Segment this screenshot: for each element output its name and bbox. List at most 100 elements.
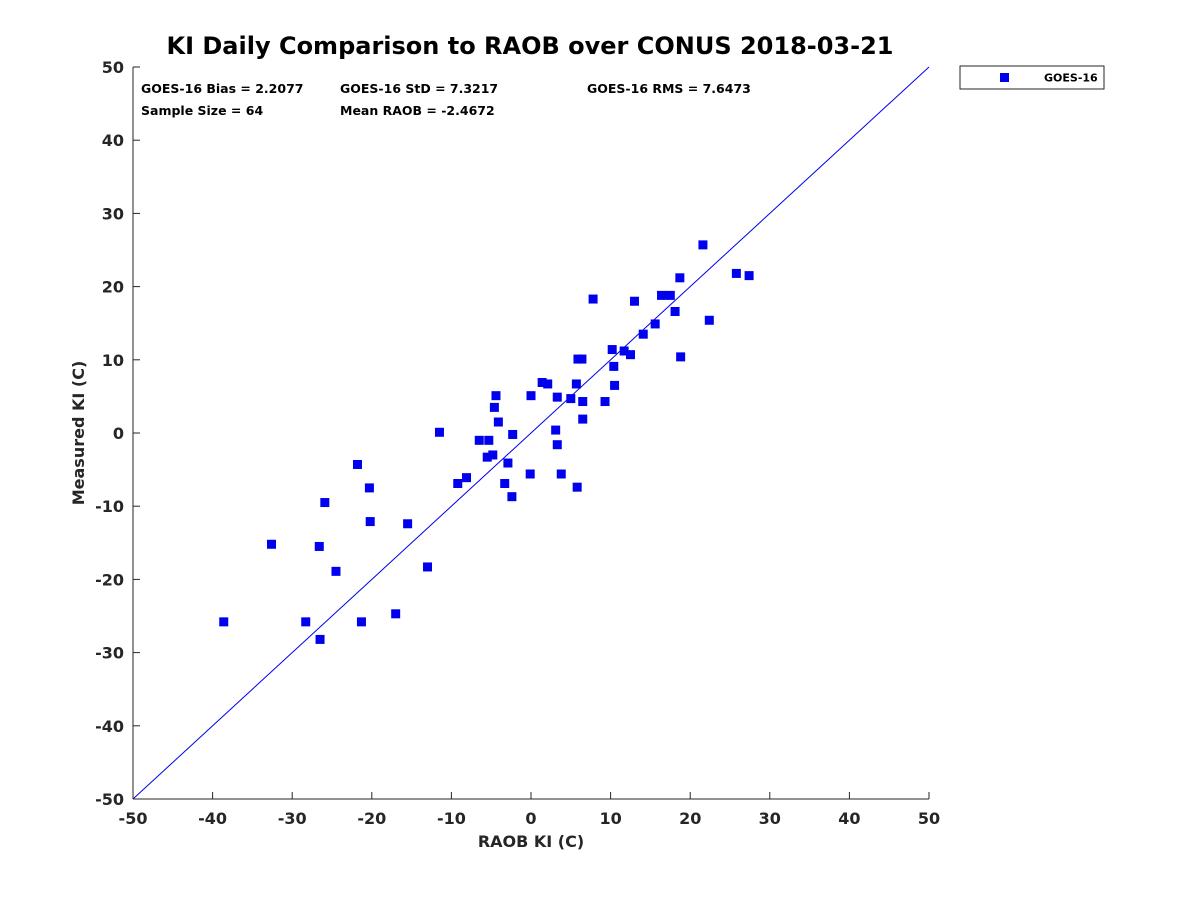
data-point — [331, 566, 341, 576]
x-axis-label: RAOB KI (C) — [478, 832, 584, 851]
data-point — [482, 452, 492, 462]
x-tick-label: 30 — [759, 809, 781, 828]
data-point — [453, 479, 463, 489]
data-point — [609, 361, 619, 371]
data-point — [578, 397, 588, 407]
data-point — [525, 469, 535, 479]
data-points — [219, 240, 754, 644]
data-point — [629, 296, 639, 306]
data-point — [698, 240, 708, 250]
y-tick-label: -40 — [95, 717, 124, 736]
x-tick-label: -30 — [278, 809, 307, 828]
data-point — [657, 290, 667, 300]
x-tick-label: -40 — [198, 809, 227, 828]
y-ticks: -50 -40 -30 -20 -10 0 10 20 30 40 50 — [95, 58, 140, 809]
y-axis-label: Measured KI (C) — [69, 361, 88, 506]
x-tick-label: 0 — [525, 809, 536, 828]
data-point — [315, 634, 325, 644]
data-point — [588, 294, 598, 304]
legend-box — [959, 65, 1105, 90]
data-point — [489, 402, 499, 412]
y-tick-label: 10 — [102, 351, 124, 370]
reference-line-layer — [132, 66, 930, 800]
data-point — [670, 306, 680, 316]
data-point — [566, 394, 576, 404]
data-point — [744, 271, 754, 281]
data-point — [403, 519, 413, 529]
data-point — [552, 440, 562, 450]
data-point — [675, 273, 685, 283]
legend: GOES-16 — [959, 65, 1105, 90]
plot-area: -50 -40 -30 -20 -10 0 10 20 30 40 50 -50-40-30-20-… — [95, 58, 940, 828]
x-tick-label: -50 — [119, 809, 148, 828]
stat-sample-size: Sample Size = 64 — [141, 103, 263, 118]
y-tick-label: 50 — [102, 58, 124, 77]
data-point — [474, 435, 484, 445]
data-point — [356, 617, 366, 627]
square-marker-icon — [1000, 73, 1009, 82]
data-point — [301, 617, 311, 627]
x-tick-label: 10 — [599, 809, 621, 828]
data-point — [491, 391, 501, 401]
data-point — [423, 562, 433, 572]
y-tick-label: -50 — [95, 790, 124, 809]
data-point — [364, 483, 374, 493]
data-point — [607, 345, 617, 355]
x-tick-label: -10 — [437, 809, 466, 828]
data-point — [537, 377, 547, 387]
data-point — [676, 352, 686, 362]
stats-annotations: GOES-16 Bias = 2.2077 GOES-16 StD = 7.32… — [141, 81, 751, 118]
data-point — [571, 379, 581, 389]
x-tick-label: 50 — [918, 809, 940, 828]
data-point — [572, 482, 582, 492]
data-point — [552, 392, 562, 402]
data-point — [488, 450, 498, 460]
data-point — [320, 498, 330, 508]
data-point — [391, 609, 401, 619]
data-point — [665, 290, 675, 300]
data-point — [650, 319, 660, 329]
y-tick-label: 20 — [102, 278, 124, 297]
stat-bias: GOES-16 Bias = 2.2077 — [141, 81, 303, 96]
stat-rms: GOES-16 RMS = 7.6473 — [587, 81, 751, 96]
data-point — [619, 346, 629, 356]
stat-mean-raob: Mean RAOB = -2.4672 — [340, 103, 495, 118]
data-point — [610, 380, 620, 390]
data-point — [551, 425, 561, 435]
stat-std: GOES-16 StD = 7.3217 — [340, 81, 498, 96]
data-point — [626, 350, 635, 360]
data-point — [352, 459, 362, 469]
y-tick-label: 0 — [113, 424, 124, 443]
data-point — [434, 427, 444, 437]
y-tick-label: -10 — [95, 497, 124, 516]
y-tick-label: 30 — [102, 204, 124, 223]
data-point — [508, 429, 518, 439]
data-point — [704, 315, 714, 325]
data-point — [493, 417, 503, 427]
one-to-one-line — [132, 66, 930, 800]
data-point — [731, 268, 741, 278]
data-point — [500, 479, 510, 489]
data-point — [267, 539, 277, 549]
y-tick-label: 40 — [102, 131, 124, 150]
data-point — [578, 414, 588, 424]
data-point — [526, 391, 536, 401]
data-point — [219, 617, 229, 627]
y-tick-label: -30 — [95, 644, 124, 663]
data-point — [314, 541, 324, 551]
data-point — [484, 435, 494, 445]
data-point — [556, 469, 566, 479]
legend-label: GOES-16 — [1044, 72, 1098, 85]
data-point — [577, 354, 587, 364]
x-tick-label: -20 — [357, 809, 386, 828]
x-tick-label: 40 — [838, 809, 860, 828]
data-point — [365, 517, 375, 527]
chart-title: KI Daily Comparison to RAOB over CONUS 2… — [167, 32, 894, 60]
data-point — [507, 492, 517, 502]
x-ticks: -50 -40 -30 -20 -10 0 10 20 30 40 50 — [119, 792, 940, 828]
data-point — [638, 329, 648, 339]
data-point — [600, 397, 610, 407]
data-point — [462, 473, 472, 483]
data-point — [503, 458, 513, 468]
